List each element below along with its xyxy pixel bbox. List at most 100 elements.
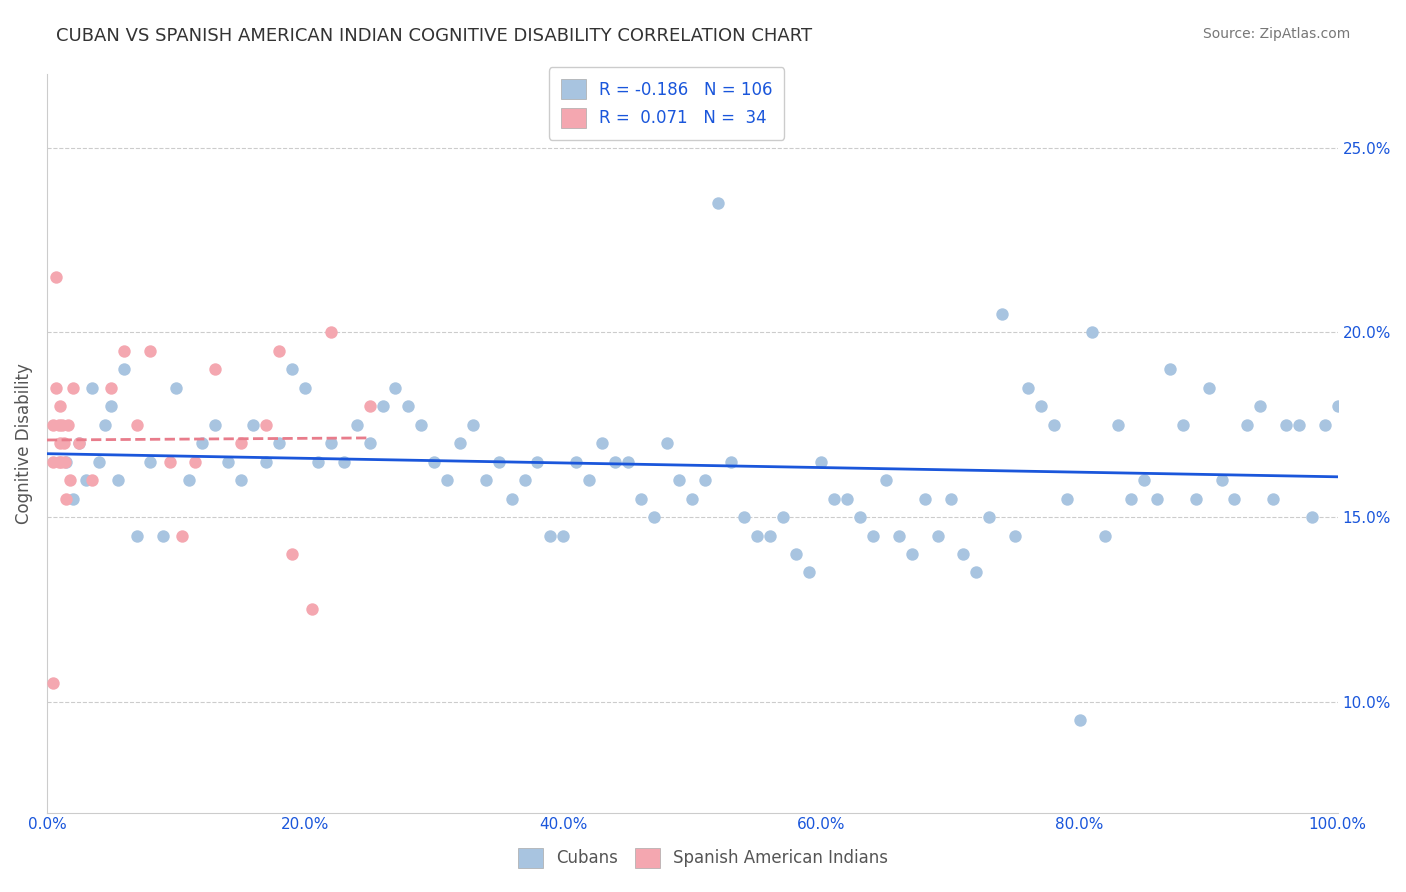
Point bbox=[45, 381, 67, 395]
Point bbox=[630, 491, 652, 506]
Point bbox=[707, 196, 730, 211]
Point bbox=[49, 455, 72, 469]
Point bbox=[1211, 473, 1233, 487]
Point bbox=[242, 417, 264, 432]
Point bbox=[80, 381, 103, 395]
Point bbox=[785, 547, 807, 561]
Point bbox=[538, 528, 561, 542]
Point bbox=[177, 473, 200, 487]
Point bbox=[67, 436, 90, 450]
Point bbox=[965, 566, 987, 580]
Point bbox=[269, 436, 291, 450]
Point bbox=[720, 455, 742, 469]
Point bbox=[48, 417, 70, 432]
Point bbox=[1107, 417, 1129, 432]
Point bbox=[436, 473, 458, 487]
Point bbox=[152, 528, 174, 542]
Point bbox=[823, 491, 845, 506]
Point bbox=[501, 491, 523, 506]
Point bbox=[849, 510, 872, 524]
Point bbox=[1094, 528, 1116, 542]
Point bbox=[900, 547, 922, 561]
Point bbox=[319, 436, 342, 450]
Point bbox=[1326, 399, 1348, 413]
Point bbox=[565, 455, 588, 469]
Point bbox=[837, 491, 859, 506]
Point bbox=[139, 343, 162, 358]
Point bbox=[488, 455, 510, 469]
Point bbox=[745, 528, 768, 542]
Point bbox=[1236, 417, 1258, 432]
Legend: R = -0.186   N = 106, R =  0.071   N =  34: R = -0.186 N = 106, R = 0.071 N = 34 bbox=[548, 68, 785, 140]
Point bbox=[55, 491, 77, 506]
Point bbox=[1184, 491, 1206, 506]
Point bbox=[1017, 381, 1039, 395]
Point bbox=[1133, 473, 1156, 487]
Point bbox=[1313, 417, 1336, 432]
Point bbox=[281, 547, 304, 561]
Point bbox=[49, 399, 72, 413]
Point bbox=[1288, 417, 1310, 432]
Point bbox=[1353, 399, 1375, 413]
Point bbox=[810, 455, 832, 469]
Point bbox=[56, 417, 79, 432]
Point bbox=[204, 362, 226, 376]
Point bbox=[461, 417, 484, 432]
Legend: Cubans, Spanish American Indians: Cubans, Spanish American Indians bbox=[512, 841, 894, 875]
Point bbox=[229, 436, 252, 450]
Point bbox=[979, 510, 1001, 524]
Point bbox=[396, 399, 419, 413]
Point bbox=[48, 455, 70, 469]
Point bbox=[62, 381, 84, 395]
Point bbox=[875, 473, 897, 487]
Point bbox=[733, 510, 755, 524]
Point bbox=[281, 362, 304, 376]
Point bbox=[42, 417, 65, 432]
Point bbox=[526, 455, 548, 469]
Point bbox=[371, 399, 394, 413]
Point bbox=[333, 455, 356, 469]
Point bbox=[165, 381, 187, 395]
Point bbox=[346, 417, 368, 432]
Point bbox=[914, 491, 936, 506]
Point bbox=[1340, 436, 1362, 450]
Point bbox=[319, 326, 342, 340]
Point bbox=[927, 528, 949, 542]
Point bbox=[411, 417, 433, 432]
Point bbox=[45, 270, 67, 285]
Point bbox=[797, 566, 820, 580]
Point bbox=[1081, 326, 1104, 340]
Point bbox=[681, 491, 703, 506]
Point bbox=[139, 455, 162, 469]
Point bbox=[254, 417, 277, 432]
Point bbox=[591, 436, 613, 450]
Point bbox=[127, 528, 149, 542]
Point bbox=[475, 473, 498, 487]
Point bbox=[578, 473, 600, 487]
Point bbox=[59, 473, 82, 487]
Point bbox=[53, 455, 76, 469]
Point bbox=[184, 455, 207, 469]
Text: CUBAN VS SPANISH AMERICAN INDIAN COGNITIVE DISABILITY CORRELATION CHART: CUBAN VS SPANISH AMERICAN INDIAN COGNITI… bbox=[56, 27, 813, 45]
Point bbox=[42, 676, 65, 690]
Point bbox=[269, 343, 291, 358]
Point bbox=[1301, 510, 1323, 524]
Point bbox=[668, 473, 690, 487]
Point bbox=[359, 436, 381, 450]
Point bbox=[1056, 491, 1078, 506]
Point bbox=[1004, 528, 1026, 542]
Point bbox=[449, 436, 471, 450]
Point bbox=[127, 417, 149, 432]
Point bbox=[991, 307, 1014, 321]
Point bbox=[254, 455, 277, 469]
Point bbox=[1042, 417, 1064, 432]
Point bbox=[772, 510, 794, 524]
Point bbox=[62, 491, 84, 506]
Point bbox=[217, 455, 239, 469]
Point bbox=[49, 436, 72, 450]
Point bbox=[643, 510, 665, 524]
Point bbox=[52, 436, 75, 450]
Point bbox=[87, 455, 110, 469]
Point bbox=[1223, 491, 1246, 506]
Point bbox=[94, 417, 117, 432]
